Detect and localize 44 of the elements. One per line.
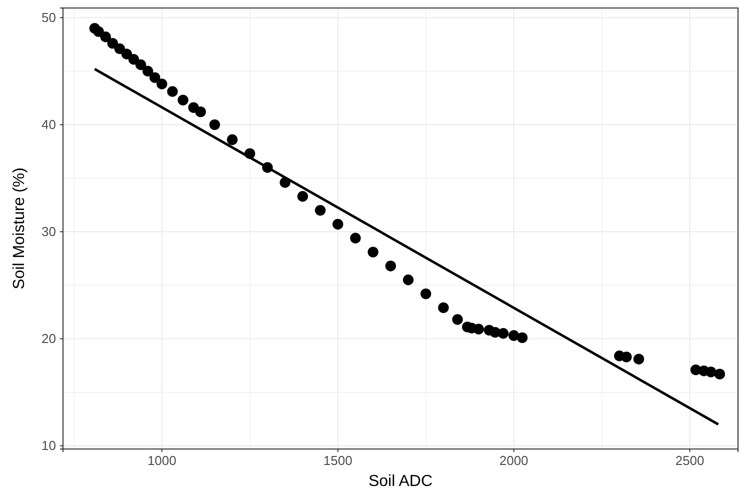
point	[385, 260, 396, 272]
point	[121, 48, 132, 60]
point	[706, 366, 716, 378]
point	[209, 119, 220, 130]
point	[142, 66, 154, 76]
point	[178, 94, 188, 106]
x-tick-label: 1500	[323, 453, 352, 468]
x-axis-title: Soil ADC	[368, 473, 433, 490]
point	[100, 32, 111, 42]
point	[633, 354, 644, 364]
point	[438, 302, 449, 314]
x-tick-label: 2500	[675, 453, 704, 468]
point	[332, 218, 344, 230]
point	[621, 352, 632, 362]
point	[452, 314, 463, 325]
point	[107, 38, 118, 49]
point	[508, 330, 520, 341]
point	[150, 72, 160, 83]
point	[314, 204, 326, 216]
point	[156, 78, 168, 90]
point	[226, 134, 238, 145]
point	[402, 274, 414, 286]
point	[473, 324, 484, 334]
point	[195, 106, 206, 118]
point	[297, 191, 308, 202]
y-axis-title: Soil Moisture (%)	[11, 168, 28, 290]
y-tick-label: 10	[42, 438, 56, 453]
x-tick-label: 1000	[147, 453, 176, 468]
point	[114, 43, 126, 54]
y-tick-label: 50	[42, 10, 56, 25]
x-tick-label: 2000	[499, 453, 528, 468]
point	[368, 246, 378, 258]
point	[516, 332, 528, 344]
point	[714, 368, 726, 380]
point	[93, 26, 104, 37]
point	[128, 54, 140, 65]
point	[350, 232, 361, 244]
point	[498, 328, 509, 339]
y-tick-label: 30	[42, 224, 56, 239]
point	[135, 59, 146, 70]
point	[167, 86, 178, 97]
y-tick-label: 20	[42, 330, 56, 346]
point	[420, 288, 432, 300]
y-tick-label: 40	[42, 116, 56, 132]
